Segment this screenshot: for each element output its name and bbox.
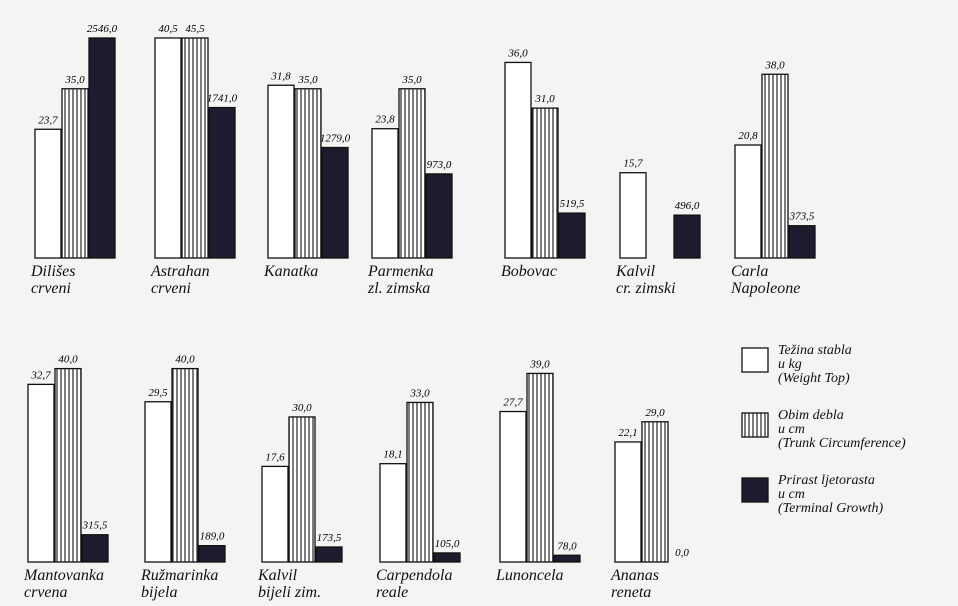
bar (144, 401, 172, 563)
bar (371, 128, 399, 259)
bar (267, 84, 295, 259)
category-label: Carla Napoleone (731, 263, 801, 297)
value-label: 17,6 (265, 451, 285, 463)
bar (288, 416, 316, 563)
bar (54, 367, 82, 563)
value-label: 496,0 (675, 200, 700, 212)
category-label: Carpendola reale (376, 567, 453, 601)
value-label: 173,5 (317, 532, 342, 544)
bar (261, 465, 289, 563)
value-label: 31,8 (270, 70, 291, 82)
value-label: 27,7 (503, 397, 523, 409)
bar (34, 128, 62, 259)
legend-swatch (741, 412, 769, 438)
bar (61, 88, 89, 259)
bar (406, 401, 434, 563)
value-label: 105,0 (435, 538, 460, 550)
value-label: 519,5 (560, 198, 585, 210)
bar (379, 463, 407, 563)
bar (761, 73, 789, 259)
value-label: 30,0 (291, 402, 312, 414)
bar (81, 534, 109, 563)
bar (88, 37, 116, 259)
category-label: Mantovanka crvena (24, 567, 104, 601)
value-label: 32,7 (30, 369, 51, 381)
bar (734, 144, 762, 259)
bar (433, 552, 461, 563)
category-label: Kalvil bijeli zim. (258, 567, 322, 601)
value-label: 38,0 (764, 59, 785, 71)
bar (294, 88, 322, 259)
category-label: Dilišes crveni (31, 263, 76, 297)
value-label: 315,5 (82, 520, 108, 532)
value-label: 33,0 (409, 387, 430, 399)
bar (27, 383, 55, 563)
bar (154, 37, 182, 259)
value-label: 45,5 (185, 23, 205, 35)
bar (398, 88, 426, 259)
value-label: 22,1 (618, 427, 637, 439)
category-label: Parmenka zl. zimska (368, 263, 434, 297)
value-label: 1279,0 (320, 132, 351, 144)
category-label: Kanatka (264, 263, 319, 280)
bar (614, 441, 642, 563)
bar (181, 37, 209, 259)
bar (531, 107, 559, 259)
value-label: 31,0 (534, 93, 555, 105)
category-label: Ružmarinka bijela (141, 567, 219, 601)
value-label: 23,8 (375, 114, 395, 126)
value-label: 35,0 (401, 74, 422, 86)
category-label: Kalvil cr. zimski (616, 263, 676, 297)
value-label: 35,0 (297, 74, 318, 86)
category-label: Astrahan crveni (151, 263, 210, 297)
value-label: 189,0 (200, 531, 225, 543)
bar (788, 225, 816, 259)
value-label: 20,8 (738, 130, 758, 142)
bar (641, 421, 669, 563)
bar (208, 106, 236, 259)
value-label: 1741,0 (207, 93, 238, 105)
legend-label: Prirast ljetorasta u cm (Terminal Growth… (778, 473, 884, 516)
bar (558, 212, 586, 259)
bar (171, 367, 199, 563)
bar (499, 410, 527, 563)
value-label: 40,0 (175, 354, 195, 366)
value-label: 39,0 (529, 358, 550, 370)
bar (315, 546, 343, 563)
bar (425, 173, 453, 259)
value-label: 40,5 (158, 23, 178, 35)
value-label: 29,0 (645, 407, 665, 419)
legend-swatch (741, 477, 769, 503)
legend-label: Obim debla u cm (Trunk Circumference) (778, 408, 906, 451)
category-label: Ananas reneta (611, 567, 659, 601)
value-label: 29,5 (148, 387, 168, 399)
bar (673, 214, 701, 259)
value-label: 35,0 (64, 74, 85, 86)
value-label: 0,0 (675, 547, 689, 559)
legend-swatch (741, 347, 769, 373)
category-label: Bobovac (501, 263, 557, 280)
category-label: Lunoncela (496, 567, 564, 584)
value-label: 40,0 (58, 354, 78, 366)
value-label: 973,0 (427, 159, 452, 171)
value-label: 15,7 (623, 158, 643, 170)
bar (321, 146, 349, 259)
bar (526, 372, 554, 563)
legend-label: Težina stabla u kg (Weight Top) (778, 343, 852, 386)
value-label: 373,5 (789, 211, 815, 223)
value-label: 23,7 (38, 114, 58, 126)
bar (198, 545, 226, 563)
value-label: 78,0 (557, 540, 577, 552)
value-label: 18,1 (383, 449, 402, 461)
bar (553, 554, 581, 563)
bar (504, 61, 532, 259)
value-label: 36,0 (507, 47, 528, 59)
value-label: 2546,0 (87, 23, 118, 35)
bar (619, 172, 647, 259)
